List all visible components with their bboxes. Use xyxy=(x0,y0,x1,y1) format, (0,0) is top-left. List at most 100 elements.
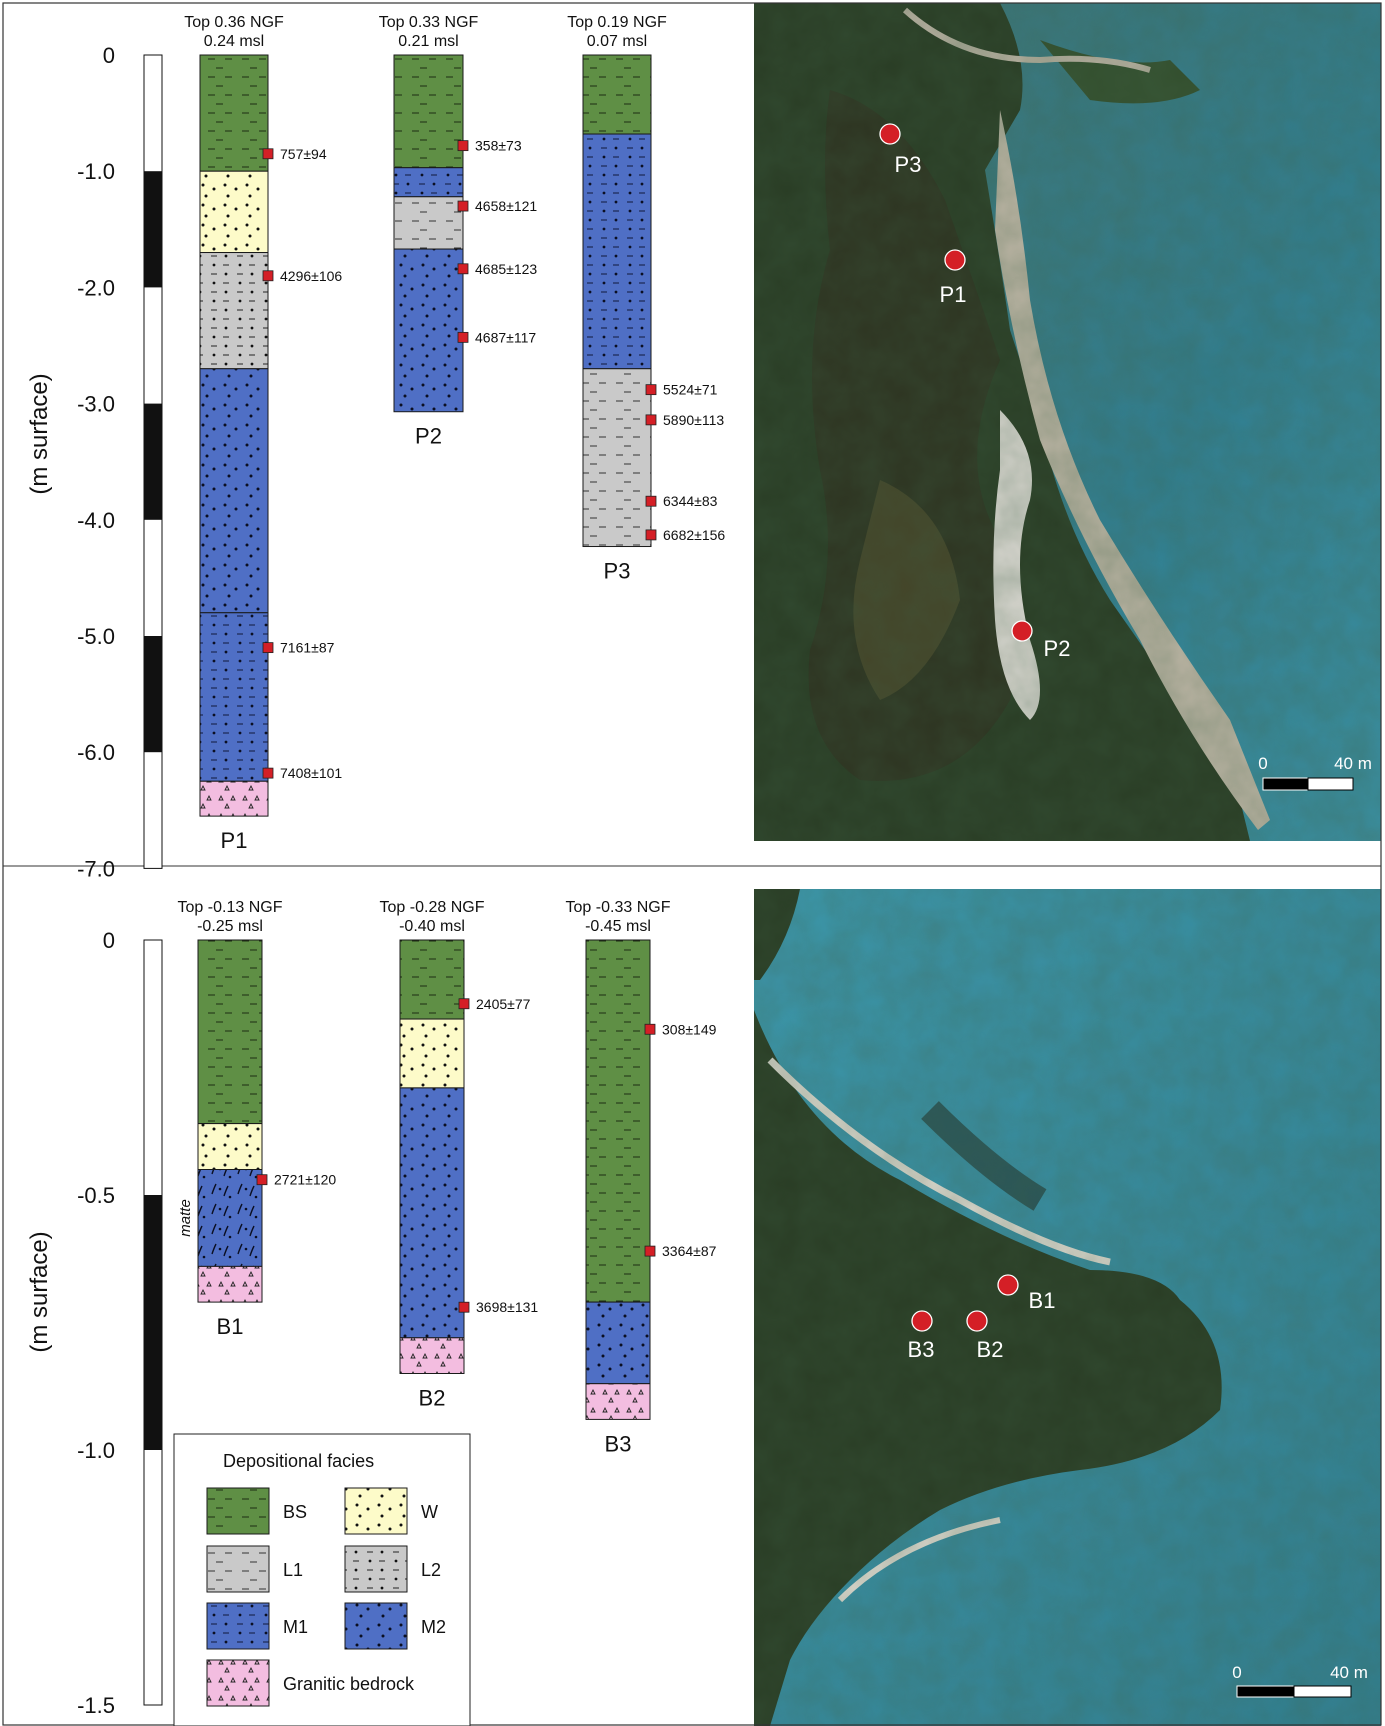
core-layer-w xyxy=(399,1018,465,1089)
legend-swatch-l2 xyxy=(344,1545,408,1593)
core-label: P3 xyxy=(604,559,631,584)
core-layer-bs xyxy=(399,939,465,1020)
legend-label-l2: L2 xyxy=(421,1560,441,1580)
radiocarbon-date-marker xyxy=(645,495,657,507)
legend-swatch-m2 xyxy=(344,1602,408,1650)
core-b1: Top -0.13 NGF -0.25 msl B1 matte 2721±120 xyxy=(177,899,336,1339)
core-top-elevation-ngf: Top 0.33 NGF xyxy=(379,14,479,31)
bottom-depth-tick-label: -1.5 xyxy=(77,1693,115,1718)
radiocarbon-date-marker xyxy=(262,148,274,160)
legend-swatch-l1 xyxy=(206,1545,270,1593)
legend-title: Depositional facies xyxy=(223,1451,374,1471)
panel-bottom-logs: 0 -0.5 -1.0 -1.5 (m surface) Top -0.13 NGF -… xyxy=(26,899,717,1718)
radiocarbon-date-label: 5890±113 xyxy=(663,412,724,428)
core-b3: Top -0.33 NGF -0.45 msl B3 308±149 3364±87 xyxy=(566,899,717,1456)
map-bottom-scale-distance: 40 m xyxy=(1330,1663,1368,1682)
map-site-label-b3: B3 xyxy=(908,1337,935,1362)
bottom-depth-scale-segment xyxy=(144,1195,162,1450)
radiocarbon-date-label: 3698±131 xyxy=(476,1299,538,1315)
radiocarbon-date-marker xyxy=(256,1174,268,1186)
radiocarbon-date-label: 4296±106 xyxy=(280,268,342,284)
legend-swatch-bs xyxy=(206,1487,270,1535)
core-layer-bs xyxy=(393,54,464,169)
legend-label-gb: Granitic bedrock xyxy=(283,1674,415,1694)
map-site-marker-p3 xyxy=(879,123,901,145)
bottom-y-axis-label: (m surface) xyxy=(26,1231,53,1352)
legend-label-w: W xyxy=(421,1502,438,1522)
core-b2: Top -0.28 NGF -0.40 msl B2 2405±77 3698±131 xyxy=(380,899,539,1411)
panel-top-logs: 0 -1.0 -2.0 -3.0 -4.0 -5.0 -6.0 -7.0 (m surface… xyxy=(26,14,725,881)
map-site-marker-b3 xyxy=(911,1310,933,1332)
radiocarbon-date-label: 308±149 xyxy=(662,1021,717,1037)
core-top-elevation-msl: 0.07 msl xyxy=(587,33,647,50)
map-site-label-b1: B1 xyxy=(1029,1288,1056,1313)
core-layer-l1 xyxy=(393,196,464,250)
legend-swatch-gb xyxy=(206,1659,270,1707)
top-depth-tick-label: -4.0 xyxy=(77,508,115,533)
core-top-elevation-ngf: Top 0.19 NGF xyxy=(567,14,667,31)
core-layer-m1 xyxy=(199,612,269,782)
radiocarbon-date-marker xyxy=(644,1023,656,1035)
core-layer-bs xyxy=(197,939,263,1125)
core-layer-matte xyxy=(197,1169,263,1267)
map-site-label-p1: P1 xyxy=(940,282,967,307)
radiocarbon-date-label: 757±94 xyxy=(280,146,327,162)
map-site-marker-p1 xyxy=(944,249,966,271)
radiocarbon-date-label: 4687±117 xyxy=(475,329,536,345)
core-top-elevation-ngf: Top -0.28 NGF xyxy=(380,899,485,916)
core-p1: Top 0.36 NGF 0.24 msl P1 757±94 4296±106 7161… xyxy=(184,14,342,853)
map-site-marker-b2 xyxy=(966,1310,988,1332)
core-layer-bs xyxy=(585,939,651,1303)
map-site-label-p2: P2 xyxy=(1044,636,1071,661)
radiocarbon-date-label: 6682±156 xyxy=(663,527,725,543)
map-site-label-p3: P3 xyxy=(895,152,922,177)
top-depth-tick-label: 0 xyxy=(103,43,115,68)
top-depth-tick-label: -1.0 xyxy=(77,159,115,184)
radiocarbon-date-label: 2721±120 xyxy=(274,1172,336,1188)
core-top-elevation-msl: -0.40 msl xyxy=(399,918,465,935)
radiocarbon-date-marker xyxy=(458,1301,470,1313)
top-depth-tick-label: -7.0 xyxy=(77,856,115,881)
radiocarbon-date-marker xyxy=(262,767,274,779)
map-top-scale-zero: 0 xyxy=(1258,754,1267,773)
radiocarbon-date-label: 2405±77 xyxy=(476,996,531,1012)
top-depth-tick-label: -5.0 xyxy=(77,624,115,649)
core-layer-gb xyxy=(399,1337,465,1375)
map-top-scale-distance: 40 m xyxy=(1334,754,1372,773)
radiocarbon-date-label: 4658±121 xyxy=(475,198,537,214)
radiocarbon-date-marker xyxy=(645,384,657,396)
core-layer-l2 xyxy=(199,252,269,370)
core-layer-l1 xyxy=(582,368,652,548)
bottom-depth-tick-label: -0.5 xyxy=(77,1183,115,1208)
radiocarbon-date-marker xyxy=(457,263,469,275)
core-layer-gb xyxy=(199,780,269,817)
radiocarbon-date-marker xyxy=(457,140,469,152)
core-top-elevation-msl: 0.21 msl xyxy=(398,33,458,50)
map-site-marker-b1 xyxy=(997,1274,1019,1296)
core-layer-w xyxy=(197,1123,263,1170)
core-label: P1 xyxy=(221,828,248,853)
legend: Depositional facies BS W L1 L2 M1 M2 Granitic … xyxy=(173,1433,471,1726)
top-depth-scale-segment xyxy=(144,636,162,753)
core-label: P2 xyxy=(415,424,442,449)
radiocarbon-date-marker xyxy=(645,414,657,426)
radiocarbon-date-label: 3364±87 xyxy=(662,1243,717,1259)
radiocarbon-date-marker xyxy=(262,270,274,282)
core-top-elevation-msl: -0.25 msl xyxy=(197,918,263,935)
legend-label-m2: M2 xyxy=(421,1617,446,1637)
core-layer-gb xyxy=(585,1383,651,1420)
radiocarbon-date-marker xyxy=(457,331,469,343)
radiocarbon-date-marker xyxy=(645,529,657,541)
map-top-scale-bar: 0 40 m xyxy=(1258,754,1372,791)
top-depth-tick-label: -6.0 xyxy=(77,740,115,765)
core-layer-m2 xyxy=(393,248,464,413)
bottom-depth-tick-label: 0 xyxy=(103,928,115,953)
core-layer-m1 xyxy=(582,133,652,370)
core-top-elevation-msl: -0.45 msl xyxy=(585,918,651,935)
core-layer-gb xyxy=(197,1265,263,1303)
core-layer-bs xyxy=(582,54,652,135)
core-layer-m1 xyxy=(393,167,464,198)
map-top: P3 P1 P2 0 40 m xyxy=(754,3,1381,841)
bottom-depth-tick-label: -1.0 xyxy=(77,1438,115,1463)
legend-label-m1: M1 xyxy=(283,1617,308,1637)
